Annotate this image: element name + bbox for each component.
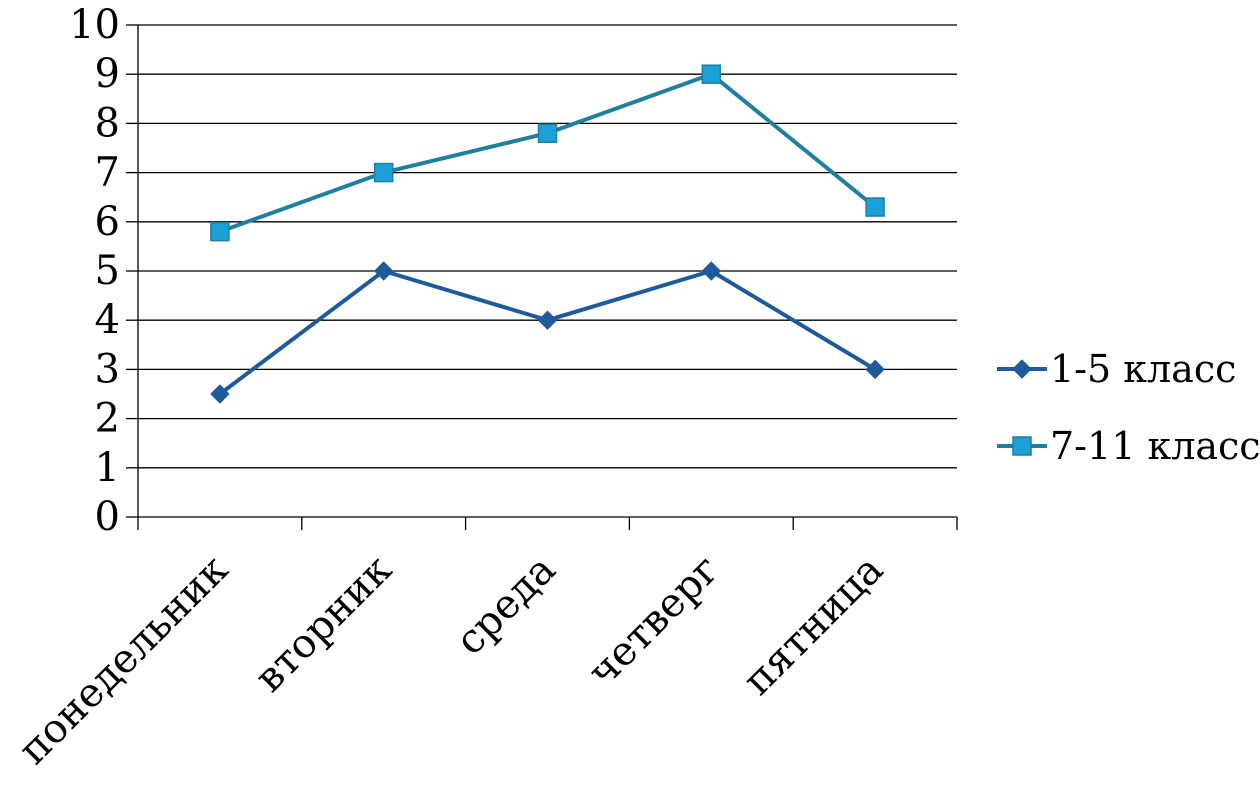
x-tick-label: пятница [735,547,893,705]
x-tick-label: среда [447,547,564,664]
data-point-marker [537,310,558,330]
series-line [219,72,877,234]
data-point-marker [373,261,394,281]
y-tick-label: 10 [69,2,120,48]
data-point-marker [210,221,230,242]
series-2 [210,64,885,242]
y-tick-label: 4 [95,297,120,343]
y-tick-label: 9 [95,51,120,97]
data-point-marker [373,162,394,183]
series-lines [210,64,885,404]
legend: 1-5 класс 7-11 класс [997,347,1260,468]
legend-label: 1-5 класс [1050,347,1236,391]
series-line [218,269,877,396]
series-1 [210,261,885,404]
data-point-marker [210,384,230,404]
x-tick-label: четверг [579,547,728,696]
data-point-marker [701,64,722,84]
legend-entry: 7-11 класс [997,424,1260,468]
data-point-marker [1012,359,1032,379]
y-tick-label: 6 [95,199,120,245]
data-point-marker [701,261,722,281]
data-point-marker [537,123,558,143]
x-tick-label: вторник [246,547,401,702]
data-point-marker [865,359,885,380]
data-point-marker [865,197,885,217]
x-axis-labels: понедельник вторник среда четверг пятница [10,547,892,774]
y-tick-label: 0 [95,494,120,540]
y-tick-label: 8 [95,100,120,146]
legend-label: 7-11 класс [1050,424,1260,468]
y-tick-label: 5 [95,248,120,294]
data-point-marker [1012,436,1032,456]
legend-entry: 1-5 класс [997,347,1236,391]
gridlines [138,24,957,469]
y-tick-label: 2 [95,396,120,442]
x-tick-label: понедельник [10,547,237,774]
y-tick-label: 1 [95,445,120,491]
y-tick-label: 7 [95,150,120,196]
x-axis [137,516,958,530]
y-tick-label: 3 [95,346,120,392]
